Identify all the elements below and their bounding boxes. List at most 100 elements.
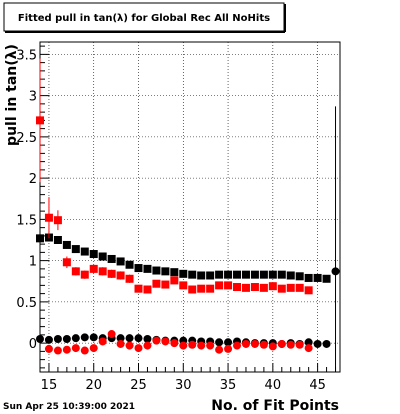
y-tick-label: 0 — [29, 337, 37, 352]
axis-ticks: 15 20 25 30 35 40 45 0 0.5 1 1.5 2 2.5 3 3.5 — [16, 45, 337, 393]
y-axis-title: pull in tan(λ) — [4, 44, 20, 146]
data-point — [107, 254, 116, 263]
data-point — [224, 338, 233, 347]
data-point — [53, 216, 62, 225]
x-tick-label: 45 — [309, 378, 326, 393]
data-point — [89, 264, 98, 273]
data-point — [71, 344, 80, 353]
data-point — [161, 267, 170, 276]
data-point — [304, 344, 313, 353]
data-point — [277, 284, 286, 293]
data-point — [143, 341, 152, 350]
data-point — [250, 283, 259, 292]
data-point — [233, 341, 242, 350]
data-point — [71, 267, 80, 276]
y-tick-label: 3.5 — [16, 48, 37, 63]
data-point — [62, 345, 71, 354]
data-point — [286, 283, 295, 292]
data-point — [98, 337, 107, 346]
x-tick-label: 20 — [85, 378, 102, 393]
data-point — [259, 340, 268, 349]
y-tick-label: 2 — [29, 172, 37, 187]
data-point — [313, 339, 322, 348]
data-point — [107, 330, 116, 339]
data-point — [89, 250, 98, 259]
data-point — [224, 281, 233, 290]
data-point — [71, 334, 80, 343]
data-point — [241, 339, 250, 348]
data-point — [98, 267, 107, 276]
data-point — [98, 252, 107, 261]
data-point — [80, 270, 89, 279]
data-point — [233, 270, 242, 279]
data-point — [62, 258, 71, 267]
plot-frame — [39, 41, 341, 373]
data-point — [197, 271, 206, 280]
data-point — [53, 346, 62, 355]
data-point — [125, 334, 134, 343]
data-point — [268, 342, 277, 351]
y-tick-label: 1.5 — [16, 213, 37, 228]
data-point — [241, 283, 250, 292]
data-point — [62, 240, 71, 249]
chart-title: Fitted pull in tan(λ) for Global Rec All… — [18, 13, 270, 24]
x-tick-label: 40 — [265, 378, 282, 393]
data-point — [215, 270, 224, 279]
x-tick-label: 35 — [220, 378, 237, 393]
data-point — [277, 339, 286, 348]
y-tick-label: 2.5 — [16, 131, 37, 146]
data-point — [197, 341, 206, 350]
data-point — [36, 234, 44, 243]
data-point — [215, 338, 224, 347]
data-point — [188, 340, 197, 349]
data-point — [116, 334, 125, 343]
data-point — [36, 116, 44, 125]
data-point — [53, 335, 62, 343]
data-point — [44, 213, 53, 222]
data-point — [295, 340, 304, 349]
data-point — [152, 279, 161, 288]
data-point — [125, 341, 134, 350]
data-point — [116, 271, 125, 280]
data-point — [44, 344, 53, 353]
x-tick-label: 25 — [130, 378, 147, 393]
data-point — [206, 341, 215, 350]
data-point — [259, 283, 268, 292]
data-point — [89, 344, 98, 353]
series-3 — [44, 330, 313, 355]
data-point — [170, 276, 179, 285]
data-point — [206, 271, 215, 280]
series-0 — [36, 233, 331, 283]
data-point — [304, 338, 313, 347]
data-point — [268, 282, 277, 291]
y-tick-label: 1 — [29, 255, 37, 270]
data-point — [134, 264, 143, 273]
data-point — [134, 334, 143, 343]
timestamp: Sun Apr 25 10:39:00 2021 — [3, 402, 135, 412]
data-point — [304, 273, 313, 282]
data-point — [116, 257, 125, 266]
data-point — [80, 346, 89, 355]
data-point — [215, 281, 224, 290]
data-point — [143, 285, 152, 294]
data-point — [224, 270, 233, 279]
data-point — [44, 335, 53, 344]
data-point — [53, 236, 62, 244]
data-point — [89, 333, 98, 342]
data-point — [161, 280, 170, 289]
x-tick-label: 15 — [41, 378, 58, 393]
data-point — [152, 266, 161, 275]
data-point — [259, 270, 268, 279]
y-tick-label: 3 — [29, 90, 37, 105]
data-point — [125, 260, 134, 269]
data-point — [143, 264, 152, 273]
series-1 — [36, 58, 313, 295]
data-point — [170, 268, 179, 277]
data-point — [134, 284, 143, 293]
data-point — [62, 335, 71, 343]
data-point — [322, 339, 331, 348]
data-point — [250, 270, 259, 279]
data-point — [233, 283, 242, 292]
data-point — [215, 345, 224, 354]
